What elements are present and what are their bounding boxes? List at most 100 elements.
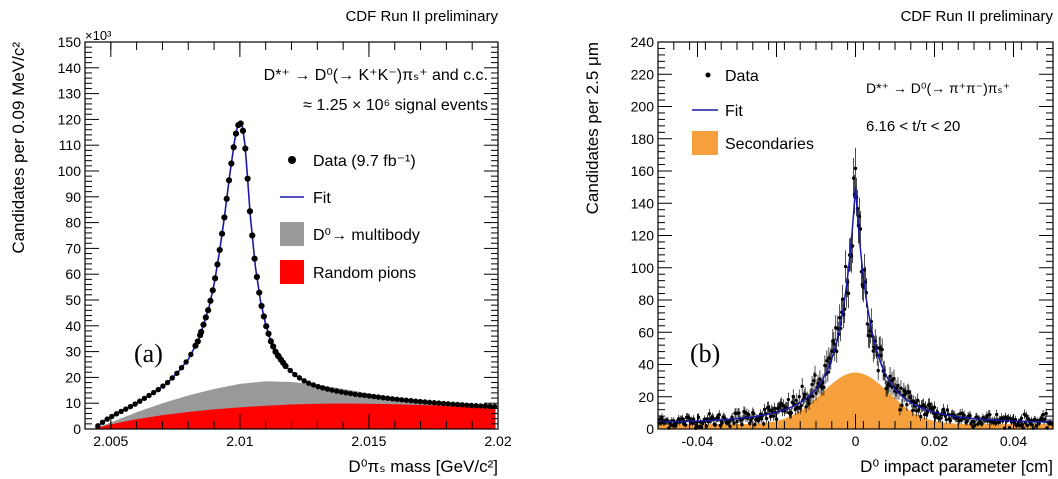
data-point <box>315 383 321 390</box>
panel-b-annotation-decay: D*⁺ → D⁰(→ π⁺π⁻)πₛ⁺ <box>866 80 1010 96</box>
panel-b-xtick-label: 0 <box>852 433 860 449</box>
panel-b-label: (b) <box>690 339 720 368</box>
data-point <box>680 417 685 421</box>
data-point <box>976 422 980 426</box>
panel-b-ytick-label: 140 <box>631 195 655 211</box>
panel-a-ytick-label: 120 <box>58 111 82 127</box>
data-point <box>747 413 751 417</box>
data-point <box>711 416 715 421</box>
data-point <box>258 302 265 310</box>
data-point <box>214 261 221 268</box>
data-point <box>338 389 345 395</box>
panel-a-xtick-label: 2.015 <box>351 433 386 449</box>
data-point <box>803 392 807 396</box>
data-point <box>174 370 180 376</box>
data-point <box>713 423 717 427</box>
data-point <box>183 359 189 365</box>
data-point <box>732 421 736 425</box>
data-point <box>230 144 237 151</box>
data-point <box>104 416 110 422</box>
data-point <box>923 405 928 409</box>
data-point <box>287 367 293 374</box>
panel-b-xtick-label: 0.02 <box>921 433 948 449</box>
panel-a-ytick-label: 20 <box>65 369 81 385</box>
data-point <box>771 414 776 418</box>
panel-b-ticks: 0 20 40 60 80 100 120 140 160 180 200 220 240 -0.04 -0… <box>631 34 1054 449</box>
data-point <box>426 399 433 406</box>
panel-b-ytick-label: 180 <box>631 131 655 147</box>
data-point <box>846 291 851 296</box>
panel-a-xtick-label: 2.005 <box>93 433 128 449</box>
data-point <box>440 400 447 407</box>
data-point <box>853 166 858 171</box>
data-point <box>109 413 115 420</box>
data-point <box>270 343 277 350</box>
data-point <box>1017 423 1022 428</box>
data-point <box>911 408 915 413</box>
data-point <box>160 383 166 389</box>
data-point <box>232 130 240 137</box>
panel-a-ytick-label: 90 <box>65 189 81 205</box>
data-point <box>1025 423 1030 428</box>
data-point <box>347 390 354 397</box>
panel-b-ytick-label: 120 <box>631 228 655 244</box>
legend-data-label: Data (9.7 fb⁻¹) <box>313 153 416 170</box>
data-point <box>394 396 400 402</box>
data-point <box>918 414 923 419</box>
data-point <box>408 398 414 404</box>
data-point <box>459 402 465 408</box>
panel-a-multiplier: ×10³ <box>85 28 112 43</box>
data-point <box>202 314 209 321</box>
data-point <box>292 371 298 378</box>
data-point <box>265 330 272 337</box>
data-point <box>752 412 756 416</box>
data-point <box>244 175 251 182</box>
data-point <box>880 347 884 352</box>
data-point <box>188 351 194 358</box>
data-point <box>740 422 744 427</box>
panel-a-ytick-label: 70 <box>65 240 81 256</box>
data-point <box>478 403 484 409</box>
panel-a-ytick-label: 50 <box>65 292 81 308</box>
panel-b-xlabel: D⁰ impact parameter [cm] <box>860 457 1053 476</box>
data-point <box>794 398 798 403</box>
data-point <box>1043 417 1047 422</box>
data-point <box>431 400 437 406</box>
data-point <box>944 417 949 422</box>
panel-a-xlabel: D⁰πₛ mass [GeV/c²] <box>348 457 498 476</box>
panel-b-ylabel: Candidates per 2.5 μm <box>583 42 602 214</box>
panel-b-annotation-time: 6.16 < t/τ < 20 <box>866 118 960 135</box>
legend-random-pions-swatch <box>280 260 304 284</box>
data-point <box>389 396 396 402</box>
data-point <box>333 388 340 394</box>
panel-a-ytick-label: 100 <box>58 163 82 179</box>
data-point <box>194 338 201 345</box>
legend-b-fit-label: Fit <box>725 103 743 120</box>
data-point <box>228 160 235 167</box>
panel-a-ytick-label: 40 <box>65 318 81 334</box>
data-point <box>141 395 148 402</box>
data-point <box>843 264 848 269</box>
legend-b-data-marker <box>705 72 711 78</box>
data-point <box>858 227 863 231</box>
data-point <box>445 401 451 407</box>
panel-a-annotation-events: ≈ 1.25 × 10⁶ signal events <box>303 97 488 114</box>
data-point <box>468 402 475 409</box>
data-point <box>822 385 826 390</box>
panel-b-ytick-label: 20 <box>638 389 654 405</box>
panel-a-ytick-label: 130 <box>58 86 82 102</box>
data-point <box>786 397 791 402</box>
panel-a-ytick-label: 10 <box>65 395 81 411</box>
panel-a-ytick-label: 80 <box>65 215 81 231</box>
data-point <box>813 373 817 377</box>
data-point <box>164 379 171 386</box>
data-point <box>99 419 106 425</box>
data-point <box>246 208 254 215</box>
data-point <box>352 391 358 397</box>
data-point <box>225 177 233 184</box>
data-point <box>371 393 377 400</box>
data-point <box>464 402 470 408</box>
data-point <box>799 404 803 408</box>
panel-a-annotation-decay: D*⁺ → D⁰(→ K⁺K⁻)πₛ⁺ and c.c. <box>264 67 488 84</box>
